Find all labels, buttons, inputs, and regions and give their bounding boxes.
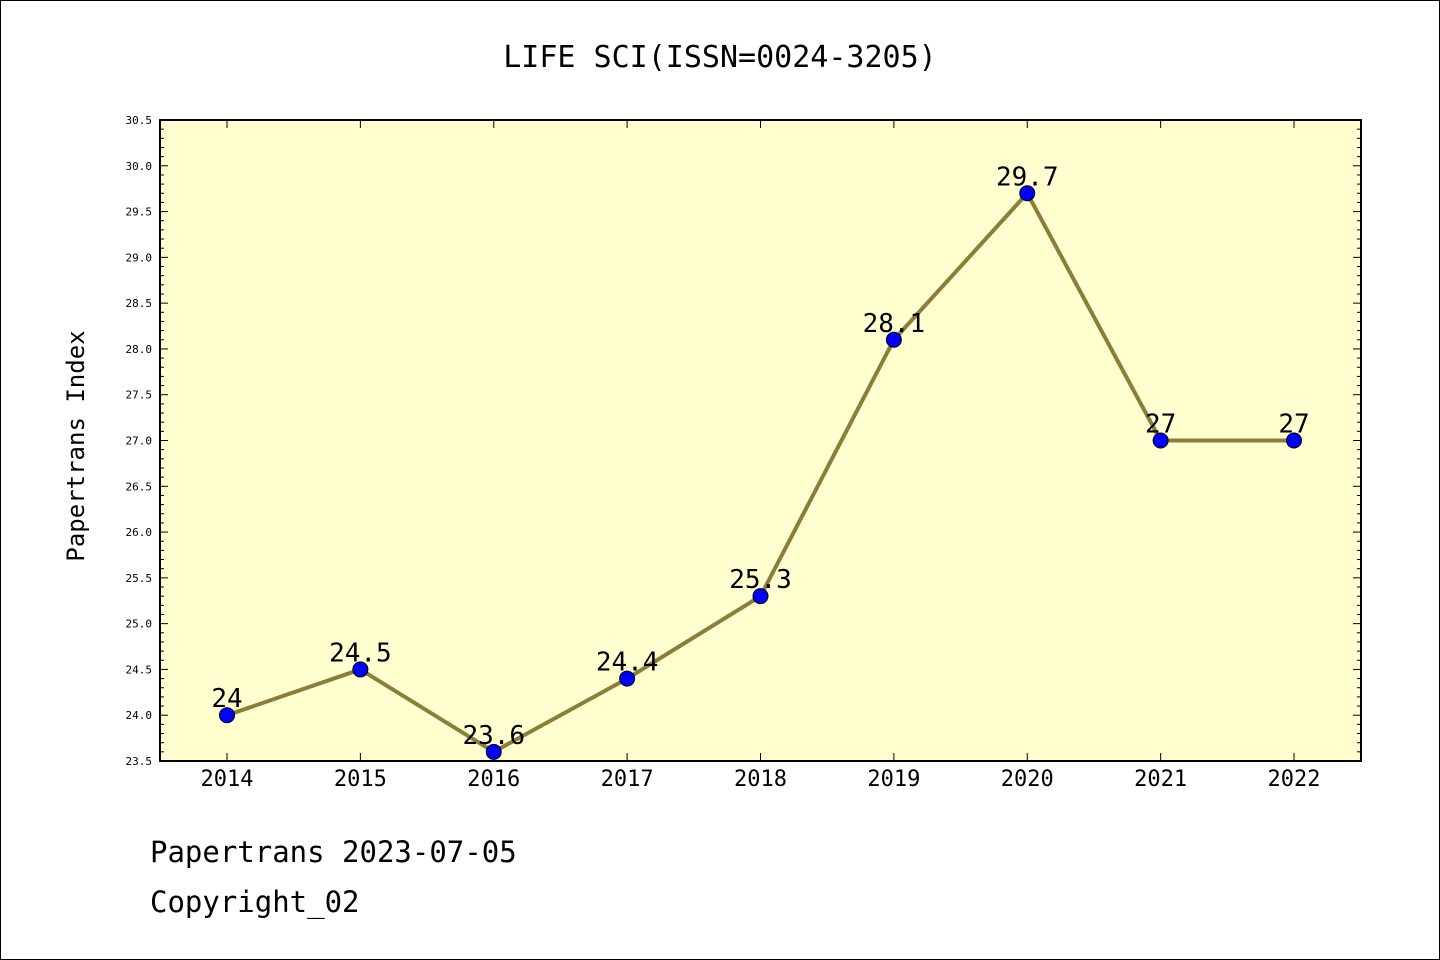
data-label: 24.4 <box>596 648 659 678</box>
data-point-marker <box>619 670 636 687</box>
y-tick-label: 30.5 <box>126 114 153 127</box>
y-tick-label: 27.5 <box>126 389 153 402</box>
data-point-marker <box>219 707 235 724</box>
chart-title: LIFE SCI(ISSN=0024-3205) <box>503 40 936 75</box>
y-axis-label: Papertrans Index <box>62 330 90 561</box>
x-axis: 2014 2015 2016 2017 2018 2019 2020 2021 2022 <box>201 120 1321 792</box>
x-tick-label: 2019 <box>867 767 920 792</box>
data-label: 27 <box>1145 410 1176 440</box>
data-point-marker <box>1152 432 1169 449</box>
y-tick-label: 26.5 <box>126 480 153 493</box>
x-tick-label: 2018 <box>734 767 787 792</box>
data-point-marker <box>752 588 769 605</box>
data-point-marker <box>485 743 502 760</box>
x-tick-label: 2016 <box>467 767 520 792</box>
data-label: 27 <box>1278 410 1309 440</box>
y-tick-label: 23.5 <box>126 755 153 768</box>
data-label: 28.1 <box>863 309 926 339</box>
y-tick-label: 27.0 <box>126 435 153 448</box>
x-tick-label: 2014 <box>201 767 254 792</box>
y-tick-label: 28.0 <box>126 343 153 356</box>
y-tick-label: 25.0 <box>126 618 153 631</box>
y-tick-label: 25.5 <box>126 572 153 585</box>
x-tick-label: 2021 <box>1134 767 1187 792</box>
y-tick-label: 29.5 <box>126 206 153 219</box>
data-label: 25.3 <box>729 565 792 595</box>
x-tick-label: 2017 <box>601 767 654 792</box>
data-point-marker <box>352 661 369 678</box>
data-label: 23.6 <box>462 721 525 751</box>
y-tick-label: 24.5 <box>126 663 153 676</box>
x-tick-label: 2015 <box>334 767 387 792</box>
y-tick-label: 30.0 <box>126 160 153 173</box>
data-labels-group: 24 24.5 23.6 24.4 25.3 28.1 29.7 27 27 <box>211 162 1309 751</box>
data-point-marker <box>1019 185 1036 202</box>
data-point-marker <box>1286 432 1302 449</box>
markers-group <box>219 185 1302 760</box>
y-tick-label: 24.0 <box>126 709 153 722</box>
data-point-marker <box>885 331 902 348</box>
y-tick-label: 29.0 <box>126 251 153 264</box>
y-tick-label: 28.5 <box>126 297 153 310</box>
data-label: 29.7 <box>996 162 1059 192</box>
y-axis: 23.5 24.0 24.5 25.0 25.5 26.0 26.5 27.0 27.5 28.0… <box>126 114 1361 768</box>
x-tick-label: 2022 <box>1268 767 1321 792</box>
data-label: 24 <box>211 684 242 714</box>
footer-date: Papertrans 2023-07-05 <box>150 835 517 869</box>
x-tick-label: 2020 <box>1001 767 1054 792</box>
data-label: 24.5 <box>329 638 392 668</box>
y-tick-label: 26.0 <box>126 526 153 539</box>
footer-copyright: Copyright_02 <box>150 885 360 919</box>
